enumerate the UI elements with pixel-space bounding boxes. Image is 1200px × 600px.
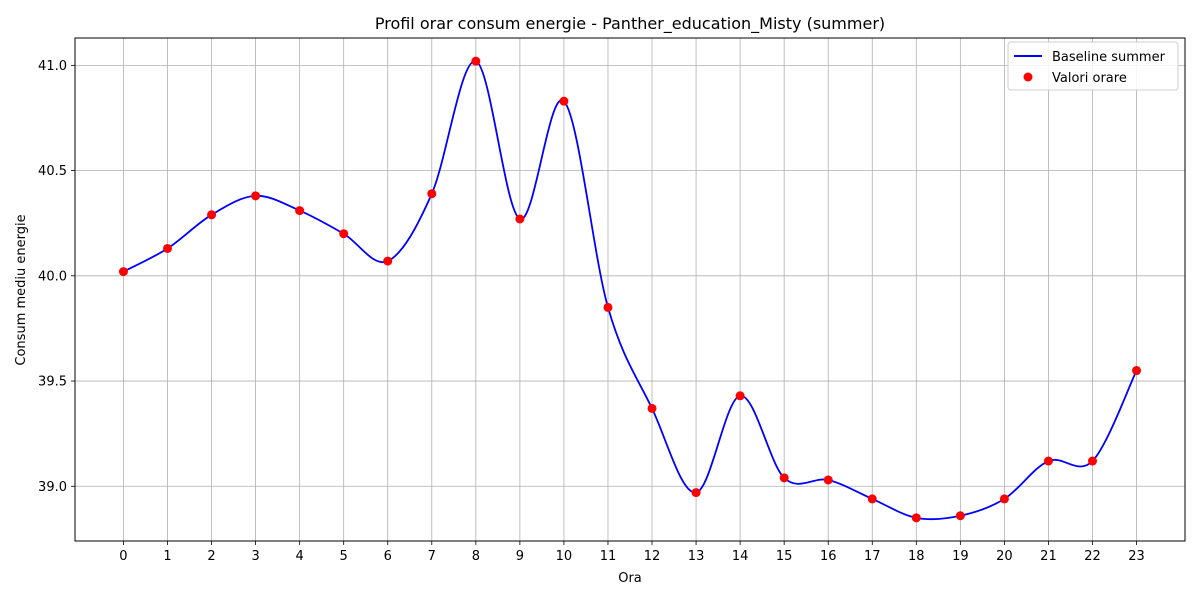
x-tick-label: 22 (1084, 549, 1101, 564)
legend-label-hourly: Valori orare (1052, 71, 1127, 86)
x-tick-label: 1 (163, 549, 171, 564)
x-tick-label: 23 (1128, 549, 1145, 564)
plot-frame (74, 37, 1186, 542)
hourly-value-point (735, 391, 745, 401)
hourly-value-point (427, 189, 437, 199)
x-tick-label: 6 (384, 549, 392, 564)
y-tick-label: 40.0 (38, 269, 67, 284)
legend-dot-swatch (1023, 72, 1033, 82)
hourly-value-point (383, 256, 393, 266)
hourly-value-point (163, 243, 172, 253)
y-tick-label: 39.0 (38, 480, 67, 495)
x-axis: 0 1 2 3 4 5 6 7 8 9 10 11 12 13 14 15 16 17 18 19 20 21 22 23 (119, 541, 1145, 564)
hourly-value-point (867, 494, 877, 504)
x-tick-label: 15 (776, 549, 793, 564)
y-tick-label: 39.5 (38, 375, 67, 390)
hourly-value-point (1043, 456, 1053, 466)
hourly-value-point (1132, 366, 1142, 376)
hourly-value-point (515, 214, 525, 224)
x-tick-label: 8 (472, 549, 480, 564)
y-axis-label: Consum mediu energie (14, 214, 29, 365)
hourly-value-point (207, 210, 217, 220)
x-tick-label: 14 (732, 549, 749, 564)
x-tick-label: 4 (296, 549, 304, 564)
x-tick-label: 21 (1040, 549, 1057, 564)
hourly-value-point (339, 229, 349, 239)
x-tick-label: 3 (251, 549, 259, 564)
x-tick-label: 18 (908, 549, 925, 564)
hourly-value-point (559, 96, 569, 106)
hourly-value-point (999, 494, 1009, 504)
x-tick-label: 0 (119, 549, 127, 564)
legend-label-baseline: Baseline summer (1052, 50, 1166, 65)
x-tick-label: 20 (996, 549, 1013, 564)
hourly-value-point (647, 403, 657, 413)
hourly-value-point (823, 475, 833, 485)
hourly-value-point (955, 511, 965, 521)
x-tick-label: 16 (820, 549, 837, 564)
x-tick-label: 7 (428, 549, 436, 564)
x-axis-label: Ora (618, 571, 642, 586)
x-tick-label: 12 (644, 549, 661, 564)
hourly-value-point (603, 302, 613, 312)
hourly-value-point (779, 473, 789, 483)
y-tick-label: 41.0 (38, 59, 67, 74)
hourly-value-point (295, 206, 305, 216)
x-tick-label: 13 (688, 549, 705, 564)
hourly-value-point (911, 513, 921, 523)
x-tick-label: 19 (952, 549, 969, 564)
grid (75, 38, 1185, 541)
x-tick-label: 9 (516, 549, 524, 564)
x-tick-label: 10 (556, 549, 573, 564)
hourly-value-point (471, 56, 481, 66)
legend-box (1007, 41, 1179, 91)
y-axis: 39.0 39.5 40.0 40.5 41.0 (38, 59, 75, 495)
x-tick-label: 17 (864, 549, 881, 564)
hourly-value-point (691, 488, 701, 498)
chart-title: Profil orar consum energie - Panther_edu… (375, 14, 885, 34)
x-tick-label: 2 (207, 549, 215, 564)
hourly-value-point (1088, 456, 1097, 466)
hourly-value-point (118, 267, 128, 277)
series-layer (118, 56, 1142, 523)
x-tick-label: 11 (600, 549, 617, 564)
x-tick-label: 5 (340, 549, 348, 564)
y-tick-label: 40.5 (38, 164, 67, 179)
hourly-value-point (251, 191, 261, 201)
legend: Baseline summer Valori orare (1007, 41, 1179, 91)
